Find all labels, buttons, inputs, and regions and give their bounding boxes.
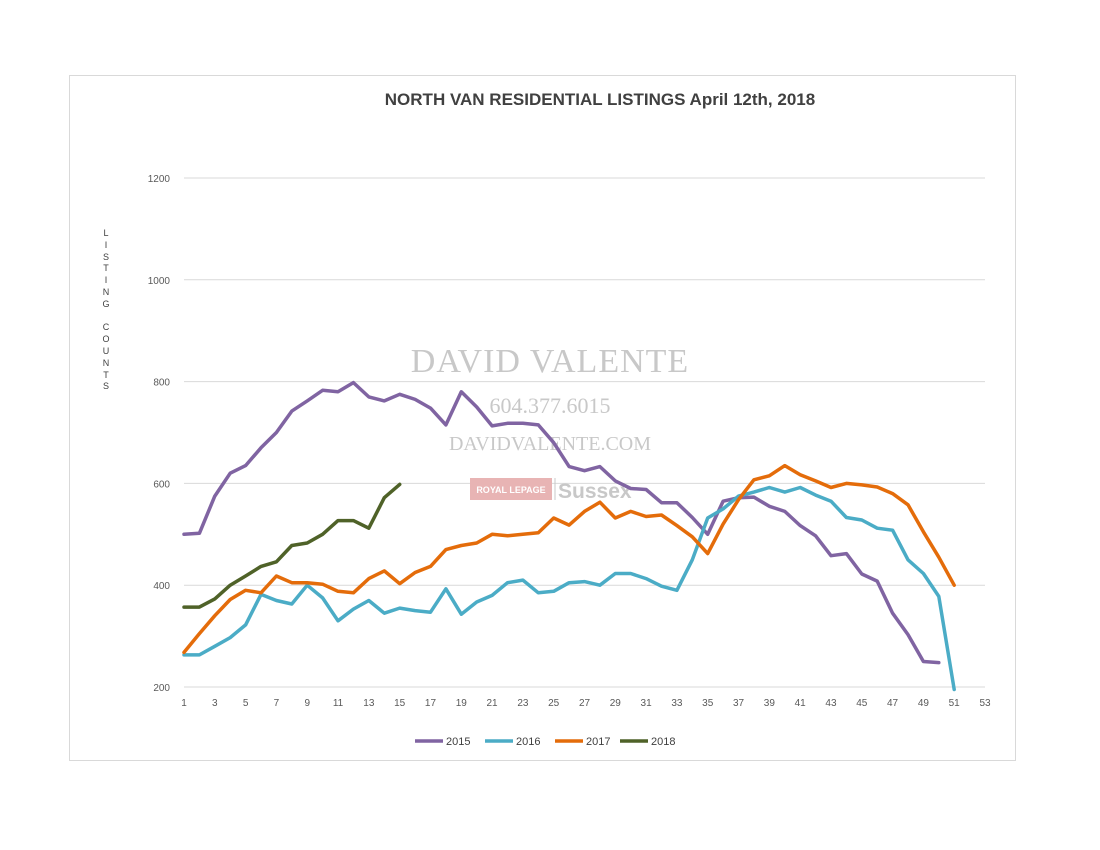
legend-label-2017: 2017 (586, 736, 610, 748)
y-tick-labels: 200 400 600 800 1000 1200 (148, 174, 171, 694)
legend-label-2016: 2016 (516, 736, 540, 748)
series-lines (182, 380, 956, 692)
x-tick-15: 15 (394, 698, 406, 709)
y-tick-800: 800 (153, 378, 170, 389)
x-tick-41: 41 (795, 698, 807, 709)
chart-title: NORTH VAN RESIDENTIAL LISTINGS April 12t… (384, 90, 816, 109)
x-tick-31: 31 (641, 698, 653, 709)
series-line-2016 (182, 485, 956, 692)
x-tick-45: 45 (856, 698, 868, 709)
y-tick-200: 200 (153, 683, 170, 694)
x-tick-53: 53 (979, 698, 991, 709)
y-tick-1000: 1000 (148, 276, 171, 287)
x-tick-39: 39 (764, 698, 776, 709)
x-tick-17: 17 (425, 698, 437, 709)
legend-label-2018: 2018 (651, 736, 675, 748)
x-tick-3: 3 (212, 698, 218, 709)
legend: 2015 2016 2017 2018 (415, 736, 675, 748)
x-tick-9: 9 (304, 698, 310, 709)
series-line-2018 (182, 482, 402, 609)
watermark-brand: ROYAL LEPAGE (476, 485, 545, 495)
series-line-2015 (182, 380, 941, 665)
x-tick-7: 7 (274, 698, 280, 709)
x-tick-23: 23 (517, 698, 529, 709)
watermark: DAVID VALENTE 604.377.6015 DAVIDVALENTE.… (411, 343, 689, 503)
x-tick-43: 43 (825, 698, 837, 709)
y-axis-label: L I S T I N G C O U N T S (102, 228, 110, 392)
y-tick-400: 400 (153, 581, 170, 592)
watermark-brand-sub: Sussex (558, 480, 632, 503)
x-tick-35: 35 (702, 698, 714, 709)
x-tick-21: 21 (487, 698, 499, 709)
x-tick-33: 33 (671, 698, 683, 709)
x-tick-49: 49 (918, 698, 930, 709)
watermark-website: DAVIDVALENTE.COM (449, 433, 651, 455)
x-tick-19: 19 (456, 698, 468, 709)
x-tick-1: 1 (181, 698, 187, 709)
series-line-2017 (182, 463, 956, 655)
x-tick-13: 13 (363, 698, 375, 709)
x-tick-27: 27 (579, 698, 591, 709)
legend-label-2015: 2015 (446, 736, 470, 748)
x-tick-25: 25 (548, 698, 560, 709)
x-tick-37: 37 (733, 698, 745, 709)
x-tick-labels: 1 3 5 7 9 11 13 15 17 19 21 23 25 27 29 31 33 35 37 39 41 43 4… (181, 698, 991, 709)
chart-frame (69, 75, 1016, 761)
x-tick-51: 51 (949, 698, 961, 709)
x-tick-5: 5 (243, 698, 249, 709)
y-tick-600: 600 (153, 479, 170, 490)
watermark-phone: 604.377.6015 (490, 393, 611, 418)
x-tick-11: 11 (333, 698, 344, 709)
x-tick-29: 29 (610, 698, 622, 709)
brand-logo-box (470, 478, 552, 500)
y-tick-1200: 1200 (148, 174, 171, 185)
x-tick-47: 47 (887, 698, 899, 709)
watermark-name: DAVID VALENTE (411, 343, 689, 380)
